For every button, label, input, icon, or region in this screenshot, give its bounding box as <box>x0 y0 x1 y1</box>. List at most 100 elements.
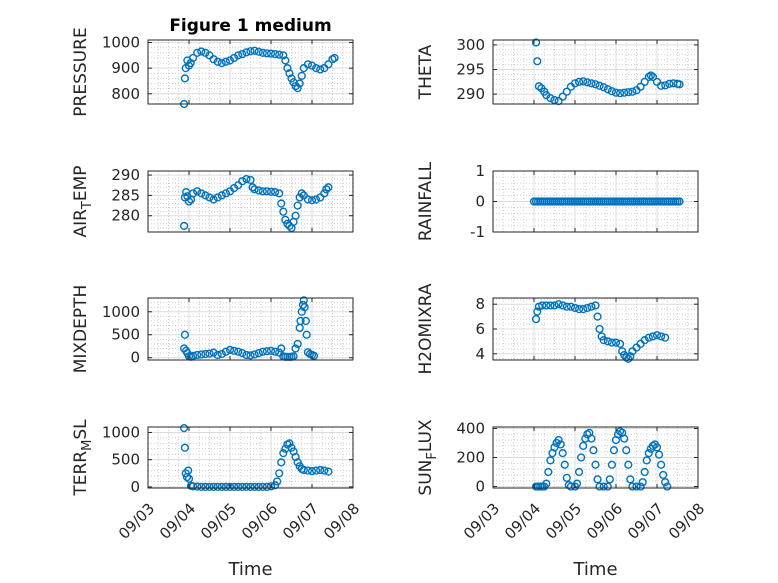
y-tick-label: 290 <box>456 85 485 103</box>
data-point <box>258 347 267 356</box>
x-tick-label: 09/06 <box>583 500 626 543</box>
data-point <box>312 466 321 475</box>
data-point <box>277 344 286 353</box>
data-point <box>248 183 257 192</box>
data-point <box>562 87 571 96</box>
data-point <box>593 475 602 484</box>
data-point <box>179 221 189 231</box>
data-point <box>230 53 239 63</box>
data-point <box>262 187 272 196</box>
data-point <box>297 71 306 80</box>
data-point <box>591 80 600 89</box>
data-point <box>628 482 637 491</box>
data-point <box>201 349 210 359</box>
data-point <box>193 482 202 491</box>
data-point <box>675 197 684 206</box>
data-point <box>675 80 684 89</box>
data-point <box>595 324 604 334</box>
data-point <box>197 47 206 56</box>
x-tick-label: 09/03 <box>115 500 158 543</box>
data-point <box>184 197 194 206</box>
data-point <box>299 465 308 475</box>
data-point <box>246 175 255 185</box>
data-point <box>266 187 276 196</box>
data-point <box>189 189 198 198</box>
data-point <box>636 482 645 491</box>
data-point <box>283 64 292 73</box>
data-point <box>238 482 247 492</box>
data-point <box>221 189 231 198</box>
data-point <box>656 332 666 341</box>
data-point <box>620 434 629 443</box>
y-tick-label: 300 <box>456 36 485 54</box>
data-point <box>550 95 559 105</box>
data-point <box>179 423 189 433</box>
data-point <box>303 60 313 69</box>
data-point <box>579 77 588 86</box>
data-point <box>230 346 239 355</box>
data-point <box>184 474 194 483</box>
data-point <box>266 49 276 58</box>
data-point <box>626 475 635 484</box>
data-point <box>566 302 576 311</box>
y-tick-label: 295 <box>456 61 485 79</box>
data-point <box>221 347 231 356</box>
data-point <box>546 301 555 310</box>
data-point <box>591 460 600 469</box>
y-tick-label: 0 <box>475 193 485 211</box>
data-point <box>201 48 210 57</box>
data-point <box>538 301 547 310</box>
data-point <box>242 350 251 360</box>
data-point <box>250 350 259 359</box>
data-point <box>599 336 608 345</box>
data-point <box>285 221 294 231</box>
data-point <box>197 482 206 492</box>
data-point <box>611 338 621 347</box>
data-point <box>587 302 596 311</box>
data-point <box>624 460 633 469</box>
data-point <box>312 195 321 204</box>
data-point <box>570 79 580 88</box>
y-axis-label: SUNFLUX <box>416 419 440 496</box>
data-point <box>271 347 280 356</box>
data-point <box>246 47 255 56</box>
data-point <box>303 466 313 475</box>
data-point <box>644 449 653 458</box>
axes-frame <box>147 39 354 105</box>
data-point <box>316 193 325 202</box>
data-point <box>238 49 247 59</box>
x-tick-label: 09/04 <box>501 500 544 543</box>
data-point <box>307 61 317 70</box>
data-point <box>266 346 276 355</box>
data-point <box>579 305 588 314</box>
y-tick-label: 200 <box>456 449 485 467</box>
data-point <box>663 482 672 491</box>
data-point <box>193 48 202 57</box>
data-point <box>221 482 231 492</box>
data-point <box>300 303 309 312</box>
data-point <box>258 48 267 57</box>
data-point <box>599 482 608 491</box>
data-point <box>558 449 567 458</box>
data-point <box>531 314 541 324</box>
data-point <box>266 482 276 491</box>
data-point <box>234 181 243 190</box>
data-point <box>254 186 263 195</box>
data-point <box>312 64 321 73</box>
y-axis-label: TERRMSL <box>71 419 95 497</box>
data-point <box>587 434 596 443</box>
data-point <box>611 88 621 97</box>
data-point <box>189 351 198 360</box>
data-point <box>533 307 542 316</box>
subplot-theta: 290 295 300 THETA <box>416 36 699 106</box>
data-point <box>591 301 600 310</box>
x-axis-label: Time <box>227 559 272 580</box>
y-tick-label: 0 <box>130 349 140 367</box>
data-point <box>640 77 649 86</box>
data-point <box>642 456 651 465</box>
data-point <box>193 187 202 196</box>
data-point <box>560 460 569 469</box>
data-point <box>275 469 284 478</box>
data-point <box>570 303 580 313</box>
data-point <box>205 482 214 492</box>
